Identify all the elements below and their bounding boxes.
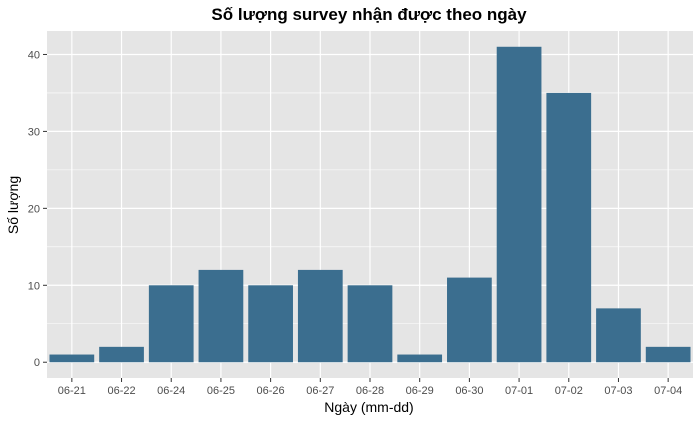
y-axis: 0 10 20 30 40 — [28, 49, 47, 369]
bar-06-27 — [297, 269, 343, 363]
y-tick-label: 0 — [34, 357, 40, 369]
bar-07-03 — [596, 308, 641, 363]
x-tick-label: 06-22 — [107, 385, 135, 397]
x-tick-label: 06-26 — [257, 385, 285, 397]
x-tick-label: 06-30 — [455, 385, 483, 397]
x-tick-label: 06-27 — [306, 385, 334, 397]
y-tick-label: 30 — [28, 126, 40, 138]
y-tick-label: 20 — [28, 203, 40, 215]
x-tick-label: 07-01 — [505, 385, 533, 397]
bar-06-21 — [49, 354, 95, 363]
x-axis: 06-21 06-22 06-24 06-25 06-26 06-27 06-28 06-29… — [58, 378, 682, 397]
bar-07-04 — [645, 346, 691, 363]
x-tick-label: 07-03 — [604, 385, 632, 397]
chart-title: Số lượng survey nhận được theo ngày — [211, 5, 527, 24]
bar-07-02 — [546, 92, 592, 363]
x-tick-label: 06-21 — [58, 385, 86, 397]
x-tick-label: 07-02 — [555, 385, 583, 397]
x-tick-label: 06-25 — [207, 385, 235, 397]
bar-06-22 — [99, 346, 144, 363]
x-axis-title: Ngày (mm-dd) — [324, 399, 413, 415]
bar-06-29 — [397, 354, 443, 363]
bar-06-25 — [198, 269, 244, 363]
x-tick-label: 07-04 — [654, 385, 682, 397]
x-tick-label: 06-24 — [157, 385, 185, 397]
bar-06-28 — [347, 285, 393, 363]
y-tick-label: 40 — [28, 49, 40, 61]
bar-06-24 — [148, 285, 194, 363]
bar-07-01 — [496, 46, 542, 363]
bars — [49, 46, 691, 363]
bar-06-26 — [248, 285, 293, 363]
y-tick-label: 10 — [28, 280, 40, 292]
bar-06-30 — [447, 277, 492, 363]
y-axis-title: Số lượng — [5, 176, 21, 234]
x-tick-label: 06-29 — [406, 385, 434, 397]
x-tick-label: 06-28 — [356, 385, 384, 397]
